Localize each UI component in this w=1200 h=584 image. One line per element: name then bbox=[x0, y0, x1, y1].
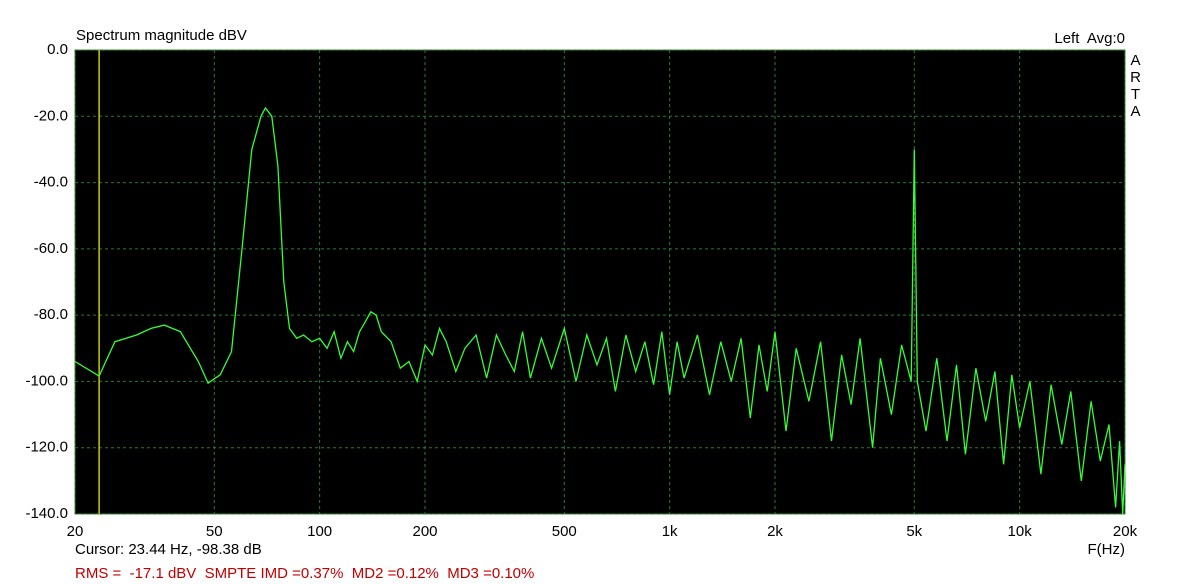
x-tick-label: 20k bbox=[1113, 523, 1138, 540]
y-tick-label: -100.0 bbox=[25, 372, 68, 389]
x-tick-label: 20 bbox=[67, 523, 84, 540]
x-tick-label: 500 bbox=[552, 523, 577, 540]
x-tick-label: 100 bbox=[307, 523, 332, 540]
cursor-readout: Cursor: 23.44 Hz, -98.38 dB bbox=[75, 541, 262, 558]
y-tick-label: -120.0 bbox=[25, 439, 68, 456]
y-tick-label: -60.0 bbox=[34, 240, 68, 257]
x-tick-label: 1k bbox=[662, 523, 678, 540]
plot-area bbox=[74, 49, 1126, 515]
y-tick-label: -140.0 bbox=[25, 505, 68, 522]
x-tick-label: 5k bbox=[906, 523, 922, 540]
y-tick-label: -80.0 bbox=[34, 306, 68, 323]
y-tick-label: -40.0 bbox=[34, 174, 68, 191]
x-tick-label: 10k bbox=[1008, 523, 1033, 540]
watermark: ARTA bbox=[1127, 52, 1144, 120]
measurements: RMS = -17.1 dBV SMPTE IMD =0.37% MD2 =0.… bbox=[75, 565, 534, 582]
y-tick-label: -20.0 bbox=[34, 107, 68, 124]
x-tick-label: 2k bbox=[767, 523, 783, 540]
chart-title: Spectrum magnitude dBV bbox=[76, 27, 247, 44]
x-tick-label: 50 bbox=[206, 523, 223, 540]
x-axis-label: F(Hz) bbox=[1088, 541, 1126, 558]
x-tick-label: 200 bbox=[412, 523, 437, 540]
spectrum-line bbox=[74, 106, 1126, 515]
channel-label: Left Avg:0 bbox=[1054, 30, 1125, 47]
y-tick-label: 0.0 bbox=[47, 41, 68, 58]
